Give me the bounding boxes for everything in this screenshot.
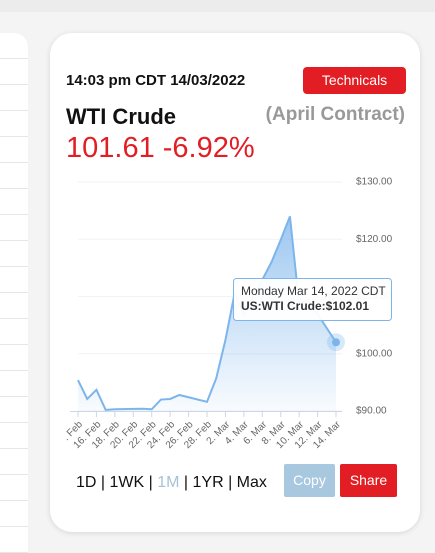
tooltip-text: US:WTI Crude:$102.01 (241, 299, 369, 313)
instrument-name: WTI Crude (66, 104, 176, 129)
y-tick-label: $90.00 (356, 406, 387, 417)
range-selector: 1D | 1WK | 1M | 1YR | Max (76, 474, 267, 491)
y-tick-label: $120.00 (356, 234, 393, 245)
change: -6.92% (162, 132, 255, 164)
side-table (0, 33, 28, 553)
area (78, 216, 336, 411)
contract: (April Contract) (265, 104, 405, 125)
range[interactable]: 1YR (192, 474, 224, 491)
tooltip-title: Monday Mar 14, 2022 CDT (241, 284, 386, 298)
range[interactable]: 1WK (109, 474, 145, 491)
y-tick-label: $130.00 (356, 177, 393, 188)
price: 101.61 (66, 132, 155, 164)
line (77, 215, 337, 411)
point (332, 338, 340, 347)
range[interactable]: 1M (157, 474, 180, 491)
price-line: 101.61 -6.92% (66, 132, 255, 165)
copy-button[interactable]: Copy (284, 464, 335, 497)
top-bar (0, 0, 435, 12)
share-button[interactable]: Share (340, 464, 397, 497)
range[interactable]: Max (236, 474, 267, 491)
timestamp: 14:03 pm CDT 14/03/2022 (66, 72, 246, 89)
tooltip-box (233, 278, 392, 321)
range[interactable]: 1D (76, 474, 97, 491)
technicals-button[interactable]: Technicals (303, 67, 406, 94)
y-tick-label: $100.00 (356, 348, 393, 359)
